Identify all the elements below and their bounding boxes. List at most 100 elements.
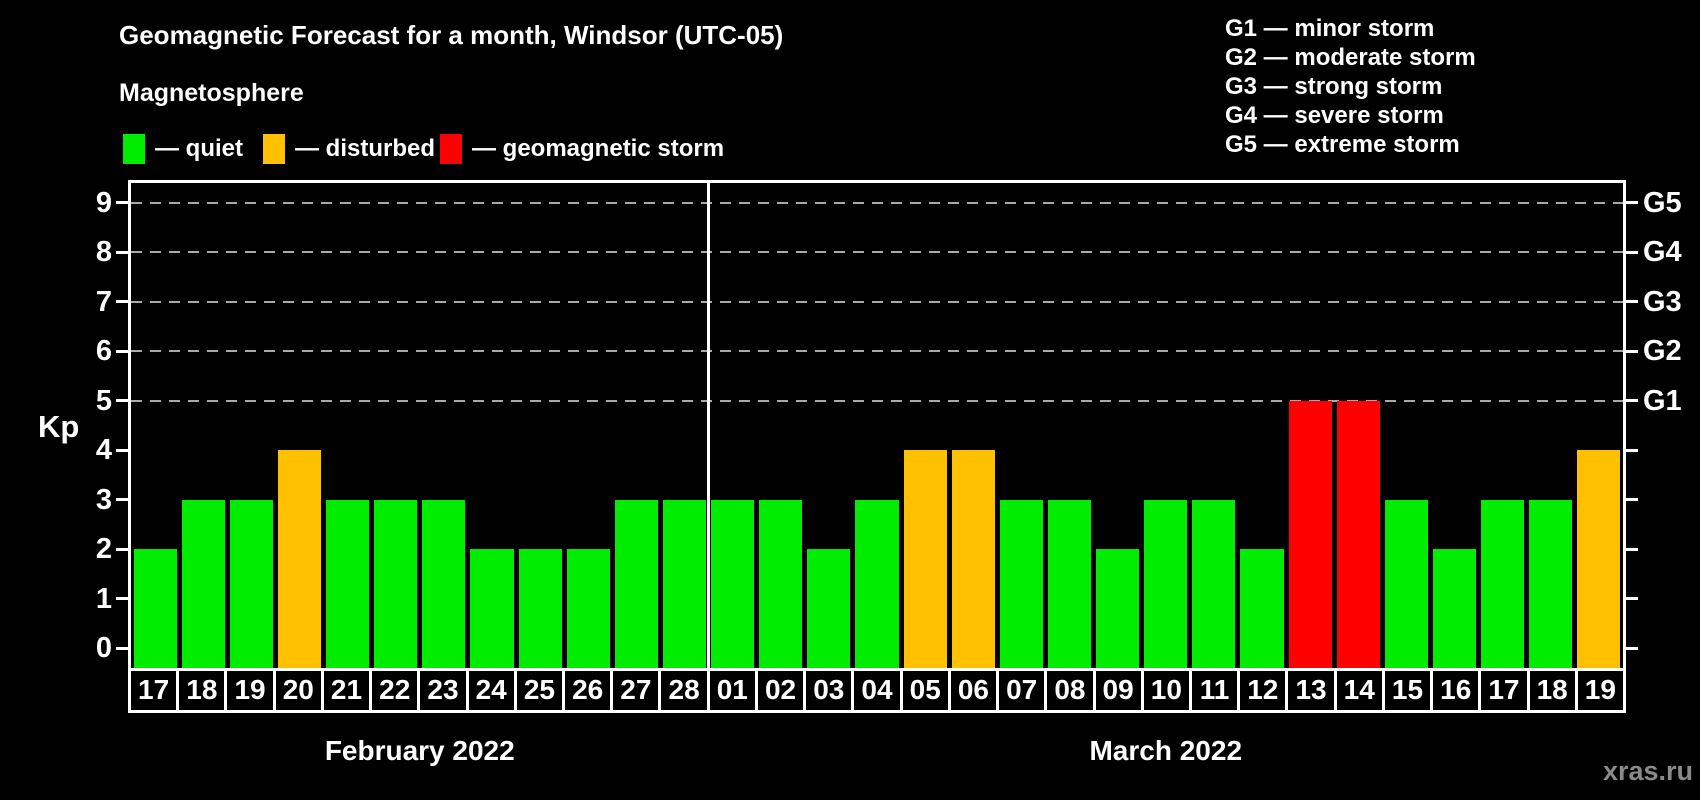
left-tick-3 (116, 498, 128, 502)
day-cell-07-m1: 07 (996, 668, 1048, 713)
day-cell-21-m0: 21 (320, 668, 373, 713)
gridline-kp9 (131, 201, 1623, 204)
gridline-kp8 (131, 251, 1623, 254)
kp-bar-day-06-m1 (951, 450, 995, 668)
day-cell-19-m1: 19 (1574, 668, 1626, 713)
kp-bar-day-18-m1 (1529, 499, 1573, 668)
kp-bar-day-27-m0 (614, 499, 658, 668)
kp-bar-day-17-m0 (133, 549, 177, 668)
kp-tick-label-1: 1 (95, 582, 112, 615)
day-cell-25-m0: 25 (513, 668, 566, 713)
kp-bar-day-20-m0 (277, 450, 321, 668)
day-cell-02-m1: 02 (754, 668, 807, 713)
kp-tick-label-8: 8 (95, 236, 112, 269)
magnetosphere-section-title: Magnetosphere (119, 79, 304, 107)
left-tick-7 (116, 300, 128, 304)
left-tick-0 (116, 646, 128, 650)
right-tick-9 (1626, 201, 1638, 205)
g1-legend-line: G1 — minor storm (1225, 15, 1435, 42)
day-cell-01-m1: 01 (706, 668, 758, 713)
g-tick-label-G2: G2 (1643, 335, 1682, 368)
kp-bar-day-11-m1 (1192, 499, 1236, 668)
quiet-color-swatch (123, 134, 145, 164)
kp-bar-day-16-m1 (1432, 549, 1477, 668)
right-tick-2 (1626, 547, 1638, 551)
month-separator-line (707, 183, 711, 668)
g-tick-label-G3: G3 (1643, 285, 1682, 318)
kp-tick-label-5: 5 (95, 384, 112, 417)
kp-tick-label-6: 6 (95, 335, 112, 368)
gridline-kp5 (131, 399, 1623, 402)
legend-label-disturbed: — disturbed (295, 135, 436, 162)
kp-bar-day-22-m0 (374, 499, 418, 668)
day-cell-10-m1: 10 (1140, 668, 1192, 713)
left-tick-1 (116, 597, 128, 601)
day-cell-15-m1: 15 (1381, 668, 1434, 713)
day-cell-05-m1: 05 (899, 668, 951, 713)
kp-bar-day-13-m1 (1288, 400, 1332, 668)
storm-color-swatch (440, 134, 462, 164)
g5-legend-line: G5 — extreme storm (1225, 131, 1460, 158)
kp-bar-day-21-m0 (326, 499, 370, 668)
day-cell-12-m1: 12 (1237, 668, 1289, 713)
day-cell-17-m1: 17 (1478, 668, 1530, 713)
left-tick-2 (116, 547, 128, 551)
kp-bar-day-24-m0 (470, 549, 514, 668)
left-tick-4 (116, 448, 128, 452)
kp-tick-label-2: 2 (95, 533, 112, 566)
kp-bar-day-02-m1 (759, 499, 803, 668)
kp-axis-label: Kp (38, 409, 80, 444)
month-label-1: March 2022 (1089, 735, 1243, 766)
kp-bar-day-04-m1 (855, 499, 899, 668)
day-cell-17-m0: 17 (128, 668, 180, 713)
day-cell-18-m1: 18 (1526, 668, 1578, 713)
chart-title: Geomagnetic Forecast for a month, Windso… (119, 20, 784, 50)
day-cell-11-m1: 11 (1188, 668, 1241, 713)
day-cell-09-m1: 09 (1092, 668, 1144, 713)
right-tick-4 (1626, 448, 1638, 452)
right-tick-1 (1626, 597, 1638, 601)
kp-bar-day-19-m1 (1577, 450, 1621, 668)
gridline-kp7 (131, 300, 1623, 303)
day-cell-27-m0: 27 (610, 668, 662, 713)
day-cell-04-m1: 04 (851, 668, 903, 713)
day-cell-08-m1: 08 (1044, 668, 1096, 713)
right-tick-0 (1626, 646, 1638, 650)
g-tick-label-G5: G5 (1643, 186, 1682, 219)
kp-bar-day-12-m1 (1240, 549, 1284, 668)
right-tick-6 (1626, 349, 1638, 353)
day-cell-18-m0: 18 (176, 668, 228, 713)
left-tick-5 (116, 399, 128, 403)
kp-tick-label-4: 4 (95, 434, 112, 467)
right-tick-7 (1626, 300, 1638, 304)
day-cell-24-m0: 24 (465, 668, 517, 713)
kp-bar-day-26-m0 (566, 549, 610, 668)
kp-bar-day-01-m1 (711, 499, 755, 668)
legend-item-storm: — geomagnetic storm (440, 133, 724, 165)
kp-bar-day-07-m1 (999, 499, 1043, 668)
kp-bar-day-15-m1 (1384, 499, 1428, 668)
legend-label-storm: — geomagnetic storm (472, 135, 725, 162)
kp-tick-label-9: 9 (95, 186, 112, 219)
watermark: xras.ru (1602, 756, 1693, 786)
kp-bar-day-17-m1 (1481, 499, 1525, 668)
kp-bar-day-25-m0 (518, 549, 562, 668)
g-tick-label-G4: G4 (1643, 236, 1682, 269)
g-scale-legend: G1 — minor storm G2 — moderate storm G3 … (1225, 14, 1476, 159)
kp-tick-label-0: 0 (95, 632, 112, 665)
right-tick-3 (1626, 498, 1638, 502)
legend-item-disturbed: — disturbed (263, 133, 435, 165)
gridline-kp6 (131, 350, 1623, 353)
day-cell-22-m0: 22 (369, 668, 421, 713)
kp-bar-day-08-m1 (1047, 499, 1092, 668)
kp-bar-day-03-m1 (807, 549, 851, 668)
left-tick-6 (116, 349, 128, 353)
day-cell-16-m1: 16 (1430, 668, 1482, 713)
kp-bar-day-05-m1 (903, 450, 947, 668)
day-cell-03-m1: 03 (803, 668, 855, 713)
kp-tick-label-3: 3 (95, 483, 112, 516)
day-cell-06-m1: 06 (947, 668, 1000, 713)
left-tick-8 (116, 250, 128, 254)
kp-bar-day-19-m0 (229, 499, 273, 668)
